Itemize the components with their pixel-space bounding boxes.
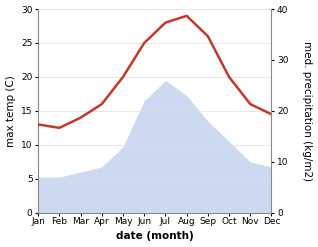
Y-axis label: max temp (C): max temp (C) [5, 75, 16, 147]
X-axis label: date (month): date (month) [116, 231, 194, 242]
Y-axis label: med. precipitation (kg/m2): med. precipitation (kg/m2) [302, 41, 313, 181]
